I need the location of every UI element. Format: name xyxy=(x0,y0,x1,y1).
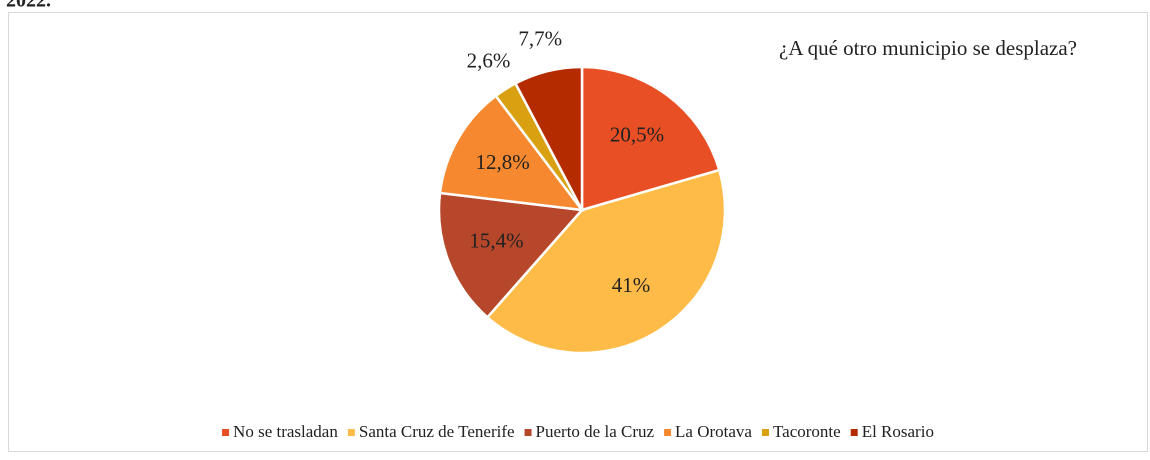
legend-label: Puerto de la Cruz xyxy=(536,422,655,441)
data-label: 41% xyxy=(612,273,651,297)
legend-label: Santa Cruz de Tenerife xyxy=(359,422,515,441)
legend-label: No se trasladan xyxy=(233,422,338,441)
chart-border xyxy=(8,12,1148,452)
data-label: 12,8% xyxy=(476,150,530,174)
pie-slice xyxy=(513,65,584,211)
legend: No se trasladan Santa Cruz de Tenerife Pue… xyxy=(222,422,934,441)
legend-label: La Orotava xyxy=(675,422,752,441)
legend-label: El Rosario xyxy=(862,422,934,441)
data-label: 7,7% xyxy=(518,26,562,50)
legend-marker xyxy=(524,429,532,436)
pie-slice xyxy=(438,94,585,212)
pie-slice xyxy=(485,168,727,355)
legend-label: Tacoronte xyxy=(773,422,841,441)
data-label: 20,5% xyxy=(610,123,664,147)
legend-marker xyxy=(850,429,858,436)
data-label: 2,6% xyxy=(467,49,511,73)
legend-marker xyxy=(761,429,769,436)
header-fragment: 2022. xyxy=(6,0,51,12)
legend-marker xyxy=(222,429,230,436)
chart-title: ¿A qué otro municipio se desplaza? xyxy=(779,36,1077,60)
data-label: 15,4% xyxy=(469,228,523,252)
legend-marker xyxy=(347,429,355,436)
pie-slice xyxy=(437,191,585,320)
legend-marker xyxy=(664,429,672,436)
pie-slice xyxy=(580,65,721,212)
